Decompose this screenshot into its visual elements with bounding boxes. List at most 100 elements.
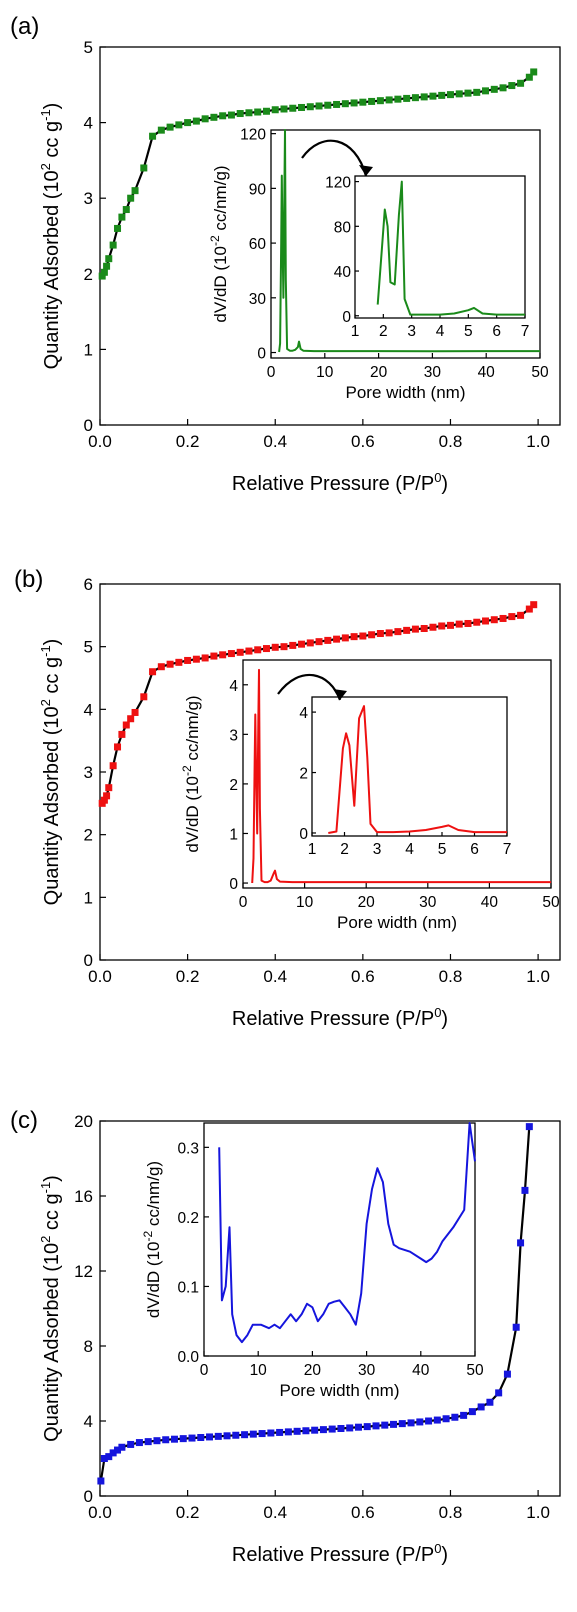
panel-b-isotherm-point bbox=[227, 650, 235, 658]
panel-a-isotherm-point bbox=[403, 94, 411, 102]
panel-b-isotherm-point bbox=[280, 643, 288, 651]
panel-b-isotherm-point bbox=[473, 618, 481, 626]
panel-b-zoom-xtick-label: 6 bbox=[470, 841, 479, 858]
panel-a-isotherm-point bbox=[508, 82, 516, 90]
panel-c-isotherm-point bbox=[232, 1431, 240, 1439]
panel-c-isotherm-point bbox=[311, 1426, 319, 1434]
panel-c-isotherm-ytick-label: 4 bbox=[84, 1412, 93, 1431]
panel-b-isotherm-xtick-label: 0.6 bbox=[351, 967, 375, 986]
panel-b-inset-frame bbox=[242, 659, 552, 889]
panel-b-isotherm-point bbox=[105, 784, 113, 792]
panel-a-isotherm-ytick-label: 4 bbox=[84, 114, 93, 133]
panel-b-isotherm-point bbox=[525, 605, 533, 613]
panel-c-isotherm-ytick-label: 12 bbox=[74, 1262, 93, 1281]
panel-a-isotherm-ytick-label: 5 bbox=[84, 38, 93, 57]
panel-c-isotherm-point bbox=[442, 1415, 450, 1423]
panel-c-isotherm-ytick-label: 16 bbox=[74, 1187, 93, 1206]
panel-a-isotherm-point bbox=[103, 262, 111, 270]
panel-a-isotherm-point bbox=[429, 92, 437, 100]
panel-a-inset-xlabel: Pore width (nm) bbox=[346, 383, 466, 402]
panel-b-zoom-ytick-label: 4 bbox=[299, 705, 308, 722]
panel-b-isotherm-point bbox=[122, 721, 130, 729]
panel-b-isotherm-point bbox=[508, 613, 516, 621]
panel-b-isotherm-ytick-label: 4 bbox=[84, 700, 93, 719]
panel-b-isotherm-point bbox=[429, 623, 437, 631]
panel-b-isotherm-point bbox=[118, 730, 126, 738]
panel-c-isotherm-point bbox=[337, 1425, 345, 1432]
panel-b-isotherm-point bbox=[184, 656, 192, 664]
panel-a-isotherm-point bbox=[315, 102, 323, 110]
panel-c-inset-xtick-label: 0 bbox=[200, 1362, 209, 1379]
panel-a-isotherm-point bbox=[376, 97, 384, 105]
panel-b-inset-ytick-label: 4 bbox=[229, 678, 238, 695]
panel-c-isotherm-xtick-label: 0.8 bbox=[439, 1503, 463, 1522]
panel-c-isotherm-point bbox=[460, 1411, 468, 1419]
panel-b-isotherm-point bbox=[175, 658, 183, 666]
panel-a-zoom-xtick-label: 6 bbox=[492, 323, 501, 340]
panel-c-inset-axes: 0 10 20 30 40 50 0.0 0.1 0.2 0.3 bbox=[177, 1122, 484, 1379]
panel-c-isotherm-point bbox=[179, 1435, 187, 1443]
panel-b-inset-curve bbox=[251, 668, 551, 884]
panel-c-isotherm-point bbox=[407, 1419, 415, 1427]
panel-b-zoom-xtick-label: 4 bbox=[405, 841, 414, 858]
panel-a-arrow-head bbox=[359, 165, 373, 176]
panel-c-isotherm-point bbox=[105, 1453, 113, 1461]
panel-a-inset-ytick-label: 30 bbox=[249, 291, 267, 308]
panel-b-isotherm-point bbox=[315, 638, 323, 646]
panel-a-isotherm-point bbox=[280, 105, 288, 113]
panel-a-inset-curve bbox=[278, 129, 540, 353]
panel-a-isotherm-point bbox=[490, 85, 498, 93]
panel-c-isotherm-point bbox=[354, 1423, 362, 1431]
panel-c-isotherm-point bbox=[153, 1437, 161, 1445]
panel-a-isotherm-ytick-label: 0 bbox=[84, 416, 93, 435]
panel-b-isotherm-point bbox=[464, 619, 472, 627]
panel-c-isotherm-point bbox=[135, 1439, 143, 1447]
panel-a-isotherm-point bbox=[245, 109, 253, 117]
panel-b-isotherm-point bbox=[192, 655, 200, 663]
panel-b-isotherm-ytick-label: 6 bbox=[84, 575, 93, 594]
panel-b-zoom-ytick-label: 0 bbox=[299, 826, 308, 843]
panel-b-isotherm-point bbox=[236, 648, 244, 656]
panel-a-isotherm-point bbox=[140, 164, 148, 172]
panel-c-isotherm-point bbox=[381, 1421, 389, 1429]
panel-a-isotherm-point bbox=[262, 107, 270, 115]
panel-a-isotherm-point bbox=[131, 187, 139, 195]
panel-b-isotherm-xtick-label: 0.8 bbox=[439, 967, 463, 986]
panel-a-isotherm-point bbox=[306, 103, 314, 111]
panel-a-isotherm-point bbox=[271, 106, 279, 114]
panel-a-isotherm-point bbox=[254, 108, 262, 116]
panel-a-isotherm-point bbox=[350, 99, 358, 107]
panel-a-isotherm-point bbox=[394, 95, 402, 103]
panel-a-isotherm-xtick-label: 0.2 bbox=[176, 432, 200, 451]
panel-c-isotherm-point bbox=[319, 1426, 327, 1434]
panel-b-isotherm-point bbox=[385, 629, 393, 637]
panel-a-isotherm-point bbox=[192, 117, 200, 125]
panel-c-isotherm-point bbox=[276, 1428, 284, 1436]
panel-a-isotherm-point bbox=[236, 110, 244, 118]
panel-b-inset-ytick-label: 2 bbox=[229, 777, 238, 794]
panel-c-inset-ylabel: dV/dD (10-2 cc/nm/g) bbox=[141, 1161, 163, 1318]
panel-b-isotherm-xtick-label: 0.0 bbox=[88, 967, 112, 986]
panel-c-inset-ytick-label: 0.3 bbox=[177, 1140, 199, 1157]
panel-b-isotherm-point bbox=[219, 651, 227, 659]
panel-c-isotherm-point bbox=[100, 1455, 108, 1462]
panel-c-isotherm-point bbox=[416, 1418, 424, 1426]
panel-a-isotherm-frame bbox=[99, 46, 561, 426]
panel-c-isotherm-point bbox=[127, 1440, 135, 1448]
panel-c-isotherm-xtick-label: 0.0 bbox=[88, 1503, 112, 1522]
panel-c-isotherm-point bbox=[162, 1436, 170, 1444]
panel-b-isotherm-point bbox=[298, 640, 306, 648]
panel-b-isotherm-ytick-label: 5 bbox=[84, 638, 93, 657]
panel-a-isotherm-point bbox=[324, 101, 332, 109]
panel-c-isotherm-point bbox=[363, 1423, 371, 1431]
panel-c-isotherm-point bbox=[517, 1239, 525, 1247]
panel-b-isotherm-point bbox=[482, 617, 490, 625]
panel-a-isotherm-xtick-label: 0.0 bbox=[88, 432, 112, 451]
panel-a-isotherm-point bbox=[114, 224, 122, 232]
panel-c-ylabel: Quantity Adsorbed (102 cc g-1) bbox=[38, 1175, 63, 1442]
panel-c-isotherm-point bbox=[249, 1430, 257, 1438]
panel-a-isotherm-point bbox=[109, 241, 117, 249]
panel-a-isotherm-point bbox=[219, 112, 227, 120]
